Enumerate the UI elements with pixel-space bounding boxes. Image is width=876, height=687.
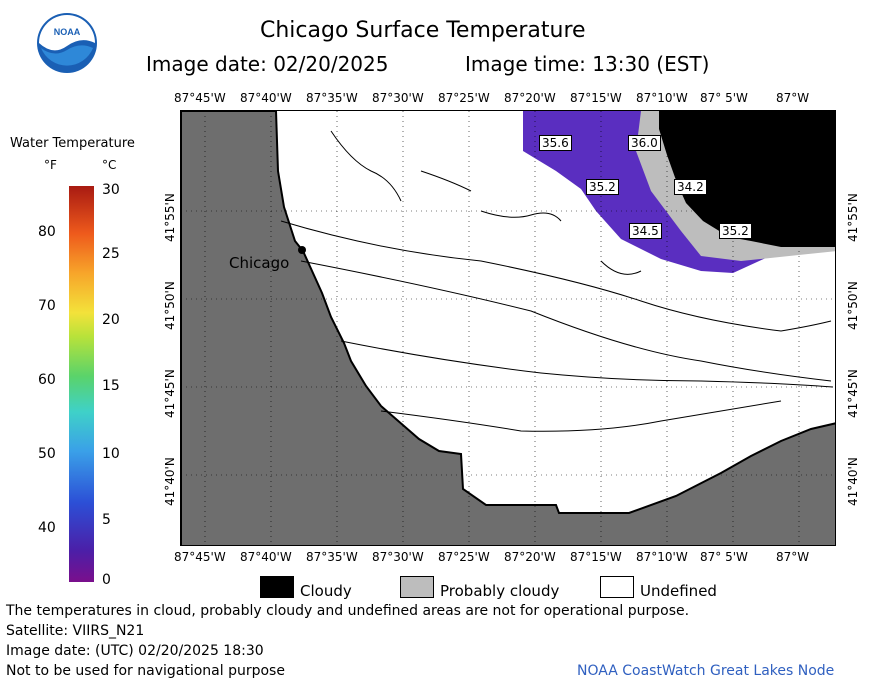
longitude-label: 87°W [776, 550, 810, 564]
longitude-label: 87°10'W [636, 550, 688, 564]
temperature-label: 34.2 [674, 179, 707, 195]
colorbar-f-tick: 50 [38, 446, 56, 462]
colorbar-c-tick: 20 [102, 312, 120, 328]
city-label-chicago: Chicago [229, 254, 290, 272]
longitude-label: 87°30'W [372, 91, 424, 105]
temperature-label: 35.2 [719, 223, 752, 239]
chicago-marker [298, 246, 306, 254]
longitude-label: 87°40'W [240, 91, 292, 105]
longitude-label: 87°20'W [504, 91, 556, 105]
legend-undefined-label: Undefined [640, 582, 717, 600]
longitude-label: 87°15'W [570, 91, 622, 105]
latitude-label: 41°45'N [163, 369, 177, 418]
temperature-label: 36.0 [628, 135, 661, 151]
longitude-label: 87°25'W [438, 91, 490, 105]
page-title: Chicago Surface Temperature [260, 18, 586, 43]
colorbar-f-tick: 80 [38, 224, 56, 240]
satellite-text: Satellite: VIIRS_N21 [6, 623, 145, 639]
latitude-label: 41°45'N [846, 369, 860, 418]
legend-undefined-swatch [600, 576, 634, 598]
latitude-label: 41°40'N [163, 457, 177, 506]
longitude-label: 87°15'W [570, 550, 622, 564]
longitude-label: 87°W [776, 91, 810, 105]
longitude-label: 87° 5'W [700, 91, 748, 105]
colorbar-c-tick: 15 [102, 378, 120, 394]
longitude-label: 87°45'W [174, 91, 226, 105]
utc-date-text: Image date: (UTC) 02/20/2025 18:30 [6, 643, 264, 659]
cloudy-area [659, 111, 835, 247]
noaa-logo: NOAA [36, 12, 98, 74]
colorbar [69, 186, 94, 582]
latitude-label: 41°55'N [163, 193, 177, 242]
latitude-label: 41°50'N [846, 281, 860, 330]
temperature-label: 35.2 [586, 179, 619, 195]
colorbar-unit-f: °F [44, 158, 57, 172]
temperature-label: 34.5 [629, 223, 662, 239]
colorbar-f-tick: 40 [38, 520, 56, 536]
latitude-label: 41°55'N [846, 193, 860, 242]
credit-text: NOAA CoastWatch Great Lakes Node [577, 663, 835, 679]
longitude-label: 87°35'W [306, 550, 358, 564]
colorbar-title: Water Temperature [10, 136, 135, 151]
navigation-warning: Not to be used for navigational purpose [6, 663, 285, 679]
colorbar-c-tick: 30 [102, 182, 120, 198]
latitude-label: 41°40'N [846, 457, 860, 506]
longitude-label: 87°45'W [174, 550, 226, 564]
longitude-label: 87°30'W [372, 550, 424, 564]
longitude-label: 87°40'W [240, 550, 292, 564]
longitude-label: 87°10'W [636, 91, 688, 105]
colorbar-f-tick: 70 [38, 298, 56, 314]
longitude-label: 87°25'W [438, 550, 490, 564]
map-frame: Chicago 35.6 36.0 35.2 34.2 34.5 35.2 [180, 110, 836, 546]
colorbar-c-tick: 5 [102, 512, 111, 528]
disclaimer-text: The temperatures in cloud, probably clou… [6, 603, 690, 619]
colorbar-c-tick: 25 [102, 246, 120, 262]
colorbar-c-tick: 10 [102, 446, 120, 462]
image-time: Image time: 13:30 (EST) [465, 52, 710, 76]
legend-probably-cloudy-label: Probably cloudy [440, 582, 560, 600]
longitude-label: 87° 5'W [700, 550, 748, 564]
longitude-label: 87°35'W [306, 91, 358, 105]
noaa-logo-text: NOAA [54, 27, 81, 37]
latitude-label: 41°50'N [163, 281, 177, 330]
temperature-label: 35.6 [539, 135, 572, 151]
colorbar-c-tick: 0 [102, 572, 111, 588]
colorbar-unit-c: °C [102, 158, 117, 172]
longitude-label: 87°20'W [504, 550, 556, 564]
legend-probably-cloudy-swatch [400, 576, 434, 598]
image-date: Image date: 02/20/2025 [146, 52, 389, 76]
legend-cloudy-label: Cloudy [300, 582, 352, 600]
legend-cloudy-swatch [260, 576, 294, 598]
colorbar-f-tick: 60 [38, 372, 56, 388]
